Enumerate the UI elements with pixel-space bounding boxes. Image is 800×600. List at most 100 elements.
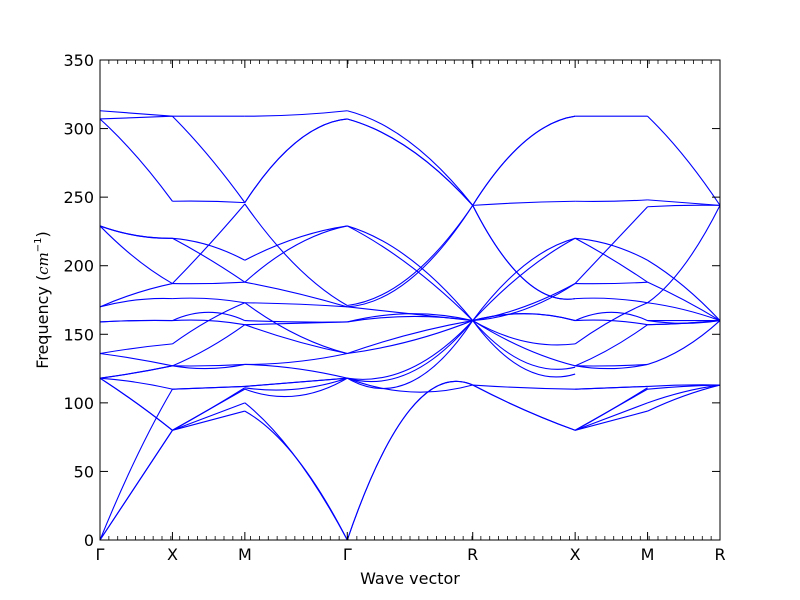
- y-tick-label: 200: [63, 257, 94, 276]
- y-tick-label: 350: [63, 51, 94, 70]
- band-line: [347, 225, 474, 321]
- band-line: [244, 302, 348, 355]
- band-line: [244, 302, 348, 308]
- band-line: [472, 205, 576, 300]
- band-line: [472, 200, 576, 206]
- y-axis-label-exponent: −1: [33, 237, 44, 252]
- band-line: [472, 313, 576, 322]
- band-line: [647, 259, 721, 321]
- band-line: [347, 320, 473, 355]
- y-tick-label: 150: [63, 325, 94, 344]
- band-line: [647, 320, 721, 324]
- band-line: [472, 320, 576, 378]
- band-line: [172, 402, 246, 431]
- band-line: [472, 384, 576, 431]
- band-line: [575, 363, 648, 370]
- band-line: [472, 237, 576, 321]
- band-line: [346, 380, 473, 541]
- band-line: [244, 225, 348, 283]
- band-line: [99, 283, 173, 308]
- band-line: [99, 365, 173, 379]
- y-tick-label: 50: [74, 462, 94, 481]
- band-line: [99, 377, 173, 431]
- band-line: [99, 352, 173, 367]
- band-line: [347, 377, 473, 393]
- y-tick-label: 100: [63, 394, 94, 413]
- band-line: [244, 377, 348, 391]
- x-tick-label: R: [467, 545, 478, 564]
- band-line: [574, 387, 648, 431]
- band-line: [244, 377, 348, 387]
- band-line: [244, 110, 348, 117]
- band-line: [472, 320, 576, 367]
- band-line: [172, 237, 246, 261]
- x-tick-label: R: [714, 545, 725, 564]
- band-line: [99, 388, 173, 541]
- x-axis-minor-ticks: [108, 60, 712, 540]
- band-line: [172, 311, 246, 322]
- band-line: [347, 110, 474, 206]
- band-line: [172, 363, 245, 367]
- band-line: [472, 283, 576, 322]
- band-line: [99, 377, 173, 390]
- band-line: [575, 385, 648, 390]
- band-line: [172, 385, 245, 390]
- y-axis-ticks: 0 50 100 150 200 250 300 350: [63, 51, 720, 550]
- x-tick-label: M: [238, 545, 252, 564]
- band-line: [244, 402, 348, 541]
- band-line: [172, 363, 245, 370]
- y-axis-label-suffix: ): [33, 231, 52, 237]
- band-line: [472, 237, 576, 321]
- band-line: [574, 410, 648, 431]
- band-line: [575, 363, 648, 367]
- band-line: [99, 115, 173, 120]
- band-line: [347, 118, 474, 206]
- band-line: [647, 320, 721, 365]
- band-line: [244, 320, 348, 323]
- band-line: [647, 302, 721, 322]
- y-axis-label-prefix: Frequency (: [33, 275, 52, 369]
- x-axis-label: Wave vector: [360, 569, 460, 588]
- band-line: [172, 200, 245, 204]
- band-line: [346, 320, 474, 390]
- y-axis-label-unit: cm: [34, 252, 52, 275]
- band-line: [472, 384, 576, 390]
- band-line: [99, 319, 173, 323]
- x-tick-label: Γ: [343, 545, 352, 564]
- band-line: [472, 320, 576, 370]
- band-line: [575, 319, 648, 326]
- band-line: [172, 237, 246, 283]
- band-line: [244, 324, 348, 355]
- x-tick-label: M: [641, 545, 655, 564]
- band-line: [99, 343, 173, 355]
- band-line: [574, 324, 648, 367]
- band-line: [347, 225, 474, 321]
- band-line: [347, 306, 473, 322]
- band-line: [472, 115, 576, 206]
- x-tick-label: Γ: [96, 545, 105, 564]
- band-line: [172, 281, 245, 285]
- band-line: [244, 225, 348, 261]
- band-line: [347, 320, 474, 382]
- x-tick-label: X: [570, 545, 581, 564]
- y-axis-label: Frequency (cm−1): [33, 231, 52, 369]
- band-line: [574, 402, 648, 431]
- band-line: [647, 115, 721, 206]
- band-line: [647, 384, 721, 404]
- y-tick-label: 250: [63, 188, 94, 207]
- band-line: [99, 297, 173, 308]
- band-line: [99, 429, 173, 541]
- band-line: [172, 297, 245, 304]
- band-line: [172, 324, 246, 367]
- band-line: [99, 225, 173, 285]
- band-line: [347, 320, 474, 380]
- band-line: [244, 363, 348, 379]
- band-line: [172, 115, 246, 203]
- band-line: [647, 384, 721, 412]
- band-line: [575, 199, 648, 202]
- band-line: [99, 225, 173, 239]
- band-line: [172, 319, 245, 326]
- band-line: [575, 237, 648, 261]
